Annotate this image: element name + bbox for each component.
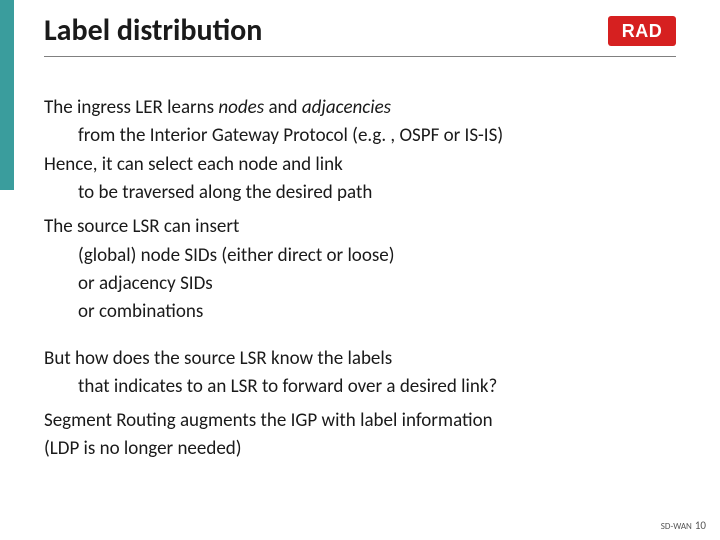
para-2-line-2: to be traversed along the desired path	[44, 181, 676, 205]
slide-title: Label distribution	[44, 12, 262, 49]
para-1-line-2: from the Interior Gateway Protocol (e.g.…	[44, 124, 676, 148]
slide: Label distribution RAD The ingress LER l…	[0, 0, 720, 540]
para-3-line-2: (global) node SIDs (either direct or loo…	[44, 244, 676, 268]
italic-adjacencies: adjacencies	[302, 96, 391, 119]
para-5-line-2: (LDP is no longer needed)	[44, 437, 676, 461]
footer: SD-WAN 10	[661, 519, 706, 532]
para-5-line-1: Segment Routing augments the IGP with la…	[44, 409, 676, 433]
para-3-line-3: or adjacency SIDs	[44, 272, 676, 296]
para-1-line-1: The ingress LER learns nodes and adjacen…	[44, 96, 676, 120]
rad-logo: RAD	[608, 16, 676, 46]
title-rule	[44, 56, 676, 57]
italic-nodes: nodes	[218, 96, 264, 119]
para-3-line-1: The source LSR can insert	[44, 215, 676, 239]
para-4-line-1: But how does the source LSR know the lab…	[44, 347, 676, 371]
para-3-line-4: or combinations	[44, 300, 676, 324]
body-text: The ingress LER learns nodes and adjacen…	[44, 96, 676, 466]
spacer	[44, 329, 676, 347]
para-4-line-2: that indicates to an LSR to forward over…	[44, 375, 676, 399]
page-number: 10	[695, 519, 706, 532]
accent-bar	[0, 0, 14, 190]
header: Label distribution RAD	[44, 12, 696, 49]
para-2-line-1: Hence, it can select each node and link	[44, 153, 676, 177]
text: The ingress LER learns	[44, 96, 218, 119]
footer-label: SD-WAN	[661, 521, 692, 532]
logo-text: RAD	[622, 21, 663, 42]
text: and	[264, 96, 302, 119]
